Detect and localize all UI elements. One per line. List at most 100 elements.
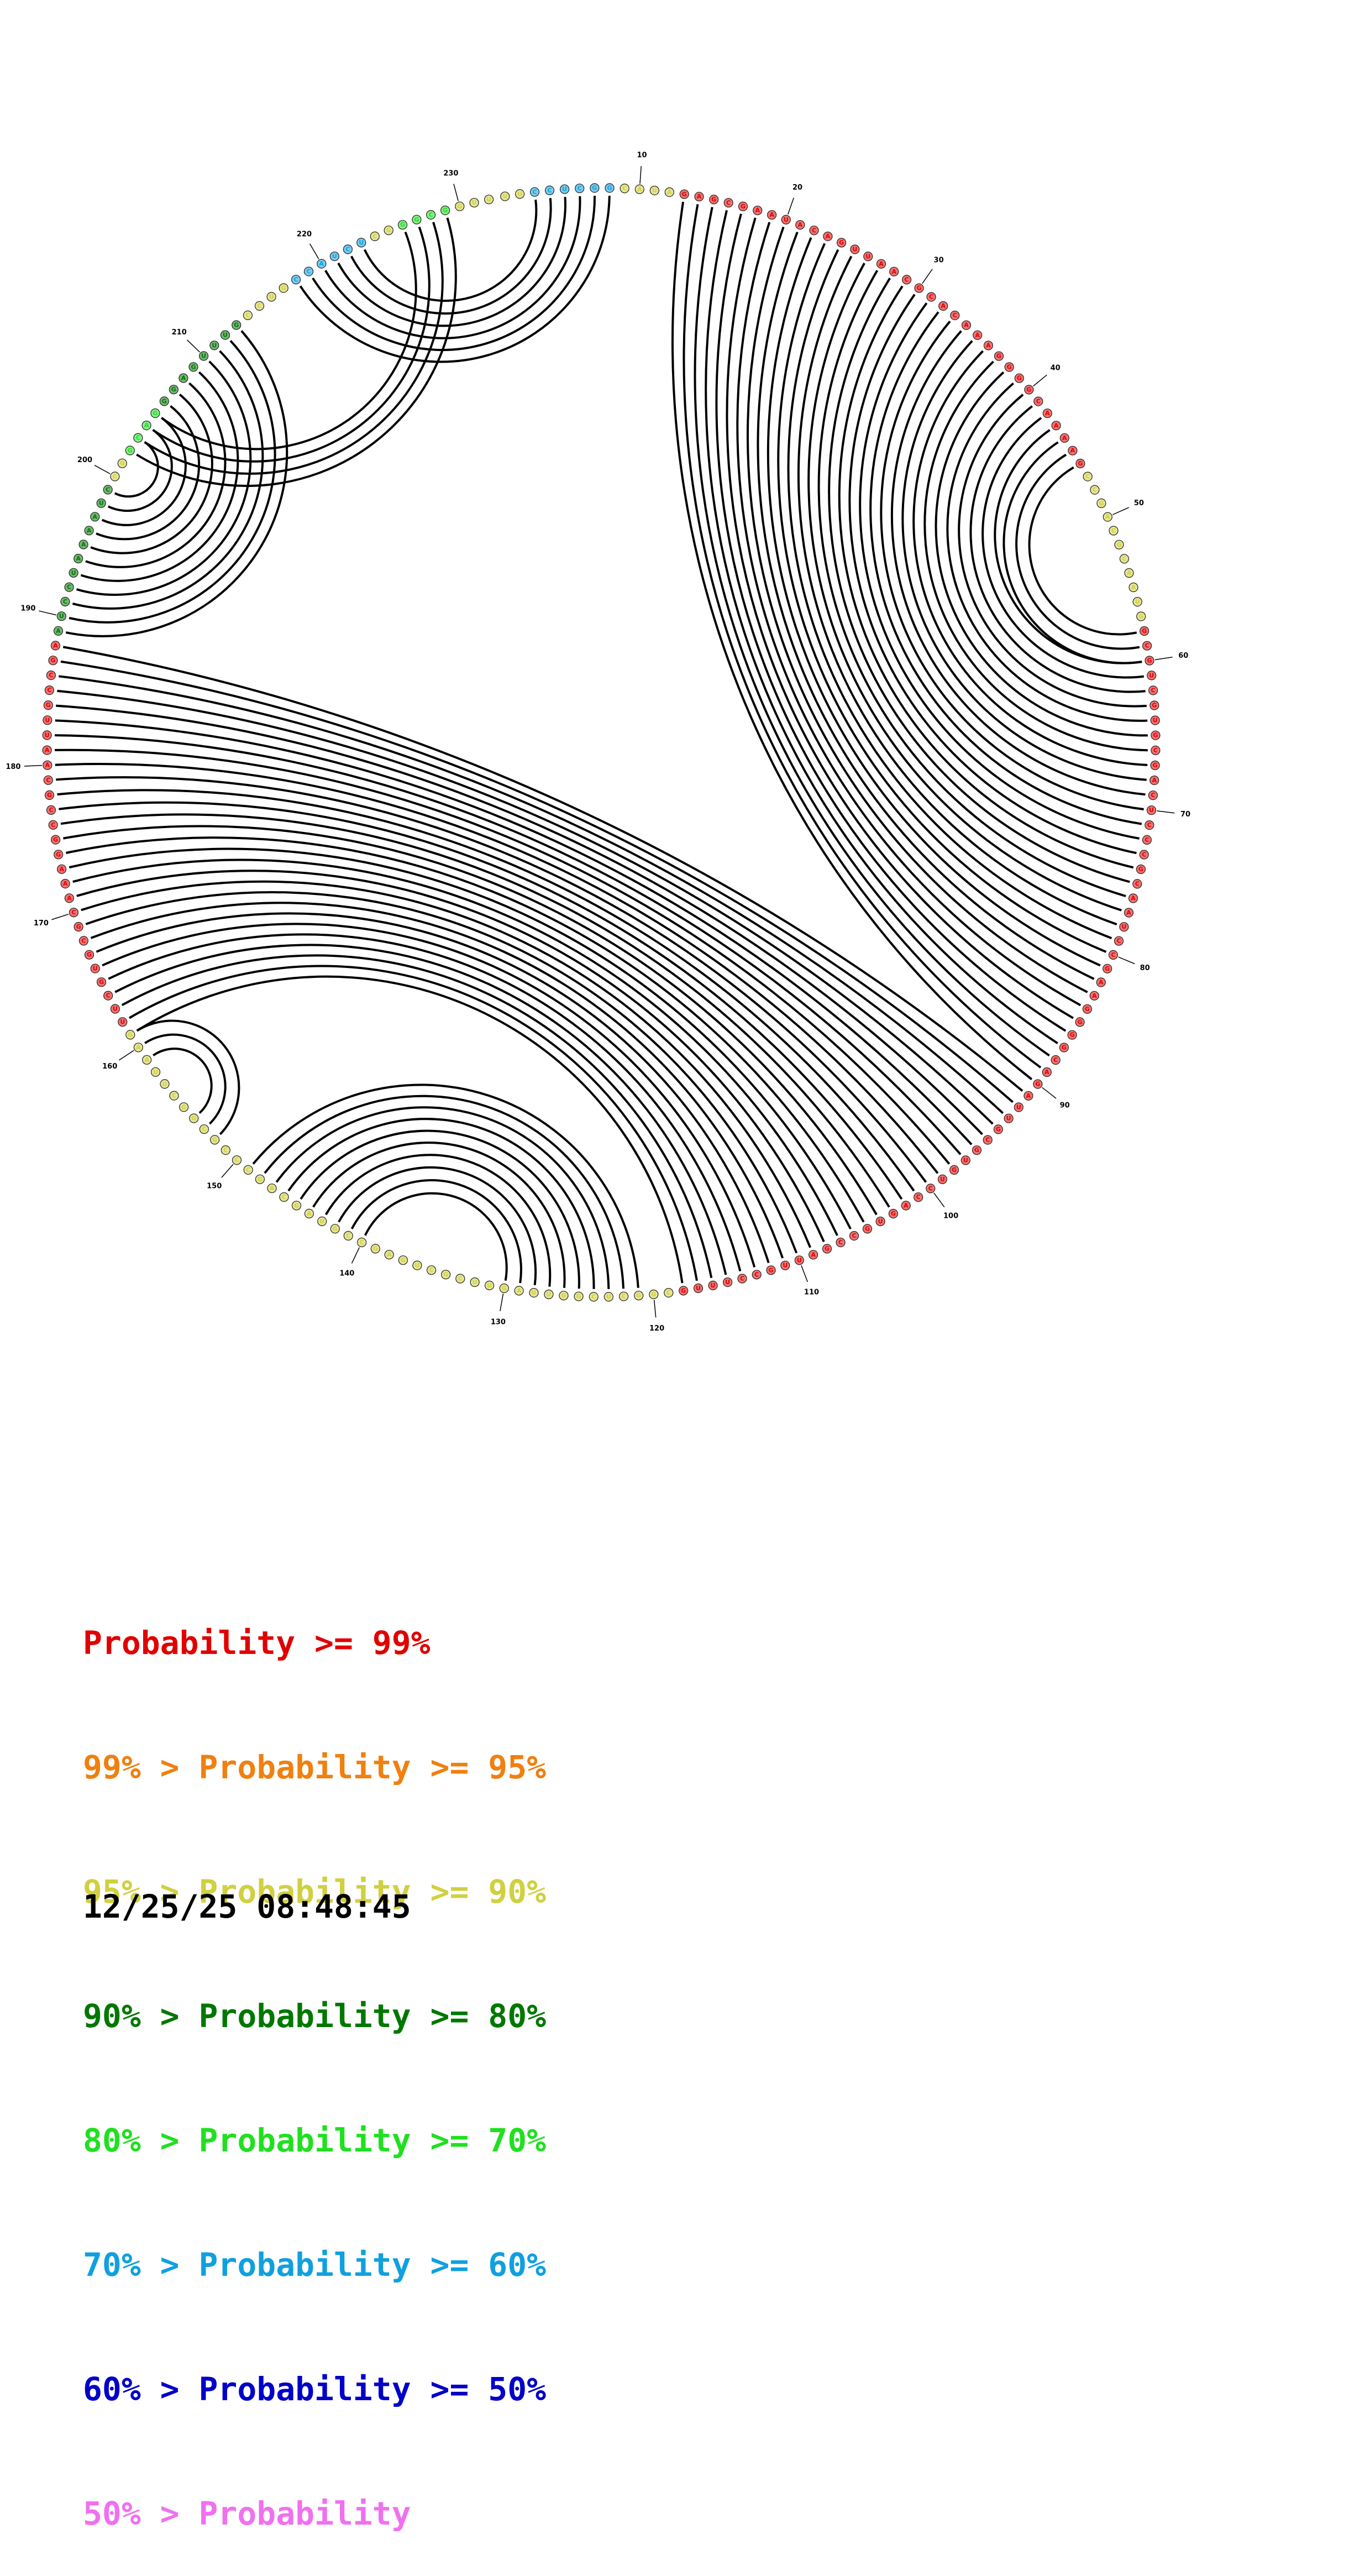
legend-row: 60% > Probability >= 50% (83, 2369, 546, 2410)
nucleotide: A (53, 626, 64, 636)
nucleotide-circle (1051, 421, 1061, 431)
nucleotide-letter: G (120, 460, 125, 467)
nucleotide: A (141, 420, 151, 431)
nucleotide: U (1146, 805, 1157, 815)
nucleotide-circle (708, 1280, 718, 1290)
nucleotide-circle (559, 1291, 569, 1301)
nucleotide: C (291, 275, 301, 285)
nucleotide-circle (862, 1224, 873, 1234)
nucleotide-circle (794, 1255, 804, 1265)
nucleotide-letter: A (798, 221, 803, 228)
nucleotide-circle (1033, 1079, 1043, 1089)
nucleotide: G (455, 201, 465, 211)
nucleotide: U (559, 184, 570, 194)
nucleotide-circle (514, 1286, 524, 1296)
nucleotide: G (1151, 730, 1161, 740)
nucleotide-circle (1150, 715, 1160, 725)
nucleotide: G (499, 1283, 509, 1294)
nucleotide: C (243, 1165, 253, 1175)
nucleotide-letter: G (1099, 500, 1104, 507)
nucleotide-circle (694, 192, 704, 202)
nucleotide-letter: G (682, 191, 687, 198)
nucleotide-circle (693, 1283, 704, 1294)
nucleotide-circle (575, 184, 585, 193)
base-pair-arc (935, 371, 1148, 737)
nucleotide-circle (188, 362, 198, 372)
nucleotide: G (54, 850, 64, 860)
nucleotide-circle (329, 252, 340, 261)
nucleotide-circle (64, 893, 75, 903)
nucleotide-circle (243, 1165, 253, 1175)
nucleotide: A (823, 232, 833, 242)
nucleotide-circle (160, 1079, 170, 1089)
nucleotide: G (1067, 1030, 1077, 1040)
position-label: 10 (637, 151, 647, 160)
nucleotide: U (649, 186, 659, 196)
nucleotide-letter: C (1093, 486, 1097, 494)
nucleotide-letter: G (1035, 1081, 1040, 1088)
nucleotide-circle (43, 700, 53, 710)
legend-suffix: >= 80% (430, 1997, 547, 2035)
nucleotide: C (901, 275, 912, 285)
nucleotide-letter: A (1126, 909, 1131, 917)
nucleotide: G (412, 214, 422, 224)
legend-row: 99% > Probability >= 95% (83, 1747, 546, 1788)
nucleotide-circle (901, 275, 912, 285)
nucleotide-letter: G (681, 1287, 686, 1294)
nucleotide-circle (46, 670, 56, 680)
nucleotide-letter: U (153, 1069, 158, 1076)
nucleotide-letter: A (319, 260, 324, 268)
nucleotide-letter: A (45, 762, 50, 769)
position-label: 50 (1134, 499, 1144, 507)
legend-row: 50% > Probability (83, 2493, 546, 2535)
nucleotide: C (1108, 950, 1119, 960)
legend-prefix: 90% > (83, 1997, 199, 2035)
nucleotide-circle (150, 408, 160, 418)
nucleotide-letter: G (741, 203, 746, 210)
nucleotide-letter: A (45, 747, 50, 754)
nucleotide-circle (90, 964, 100, 973)
nucleotide-circle (84, 526, 94, 536)
nucleotide-letter: G (171, 386, 176, 393)
nucleotide-letter: A (56, 627, 61, 635)
nucleotide-circle (983, 341, 994, 350)
nucleotide-circle (169, 385, 179, 395)
nucleotide-letter: A (1054, 422, 1059, 429)
nucleotide-circle (544, 185, 555, 195)
nucleotide-letter: G (181, 1103, 186, 1111)
nucleotide-circle (961, 320, 972, 330)
base-pair-arc (981, 417, 1145, 679)
position-tick (221, 1164, 234, 1178)
nucleotide: C (575, 184, 585, 193)
nucleotide-circle (753, 206, 763, 216)
nucleotide: C (1148, 685, 1158, 695)
nucleotide: U (199, 351, 209, 361)
nucleotide-circle (255, 1174, 265, 1184)
nucleotide: C (809, 226, 819, 235)
nucleotide-circle (1083, 472, 1093, 481)
nucleotide: U (470, 1277, 480, 1287)
nucleotide-circle (1014, 373, 1024, 383)
nucleotide-circle (279, 1192, 289, 1202)
nucleotide-letter: C (622, 1293, 626, 1300)
nucleotide-circle (723, 198, 733, 208)
base-pair-arc (101, 417, 187, 526)
base-pair-arc (838, 285, 1134, 869)
nucleotide: G (1096, 498, 1106, 509)
nucleotide-letter: C (67, 584, 71, 591)
nucleotide-circle (766, 1265, 776, 1275)
nucleotide-circle (589, 1292, 599, 1302)
nucleotide: A (961, 320, 972, 330)
nucleotide-letter: A (1127, 569, 1132, 577)
legend-row: 70% > Probability >= 60% (83, 2244, 546, 2286)
nucleotide-circle (169, 1091, 179, 1101)
nucleotide-letter: A (87, 527, 92, 534)
nucleotide: A (753, 206, 763, 216)
nucleotide-letter: U (212, 342, 217, 349)
nucleotide-letter: A (1026, 1092, 1031, 1099)
nucleotide-circle (1150, 760, 1160, 771)
nucleotide-circle (118, 1017, 128, 1027)
nucleotide: C (926, 292, 936, 302)
base-pair-arc (807, 263, 1122, 912)
nucleotide-circle (849, 1231, 859, 1241)
